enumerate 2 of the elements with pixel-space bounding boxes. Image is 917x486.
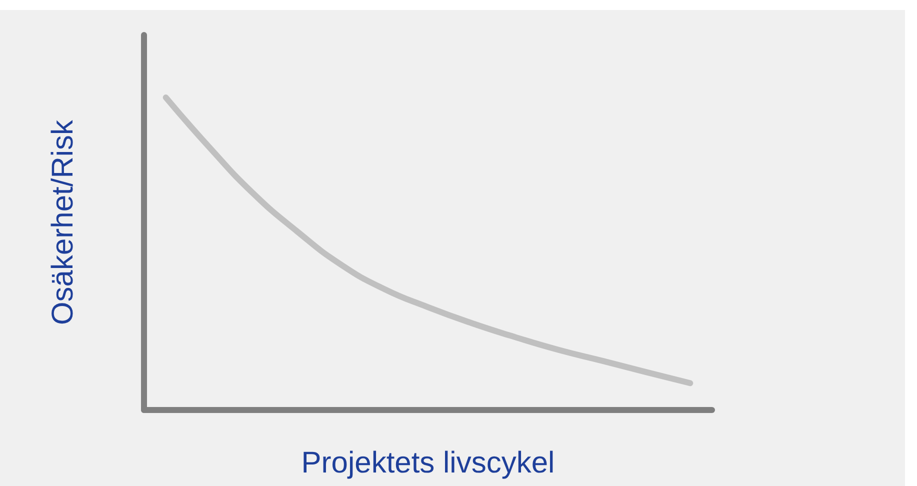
- x-axis-title: Projektets livscykel: [301, 446, 555, 480]
- y-axis-title: Osäkerhet/Risk: [46, 118, 80, 326]
